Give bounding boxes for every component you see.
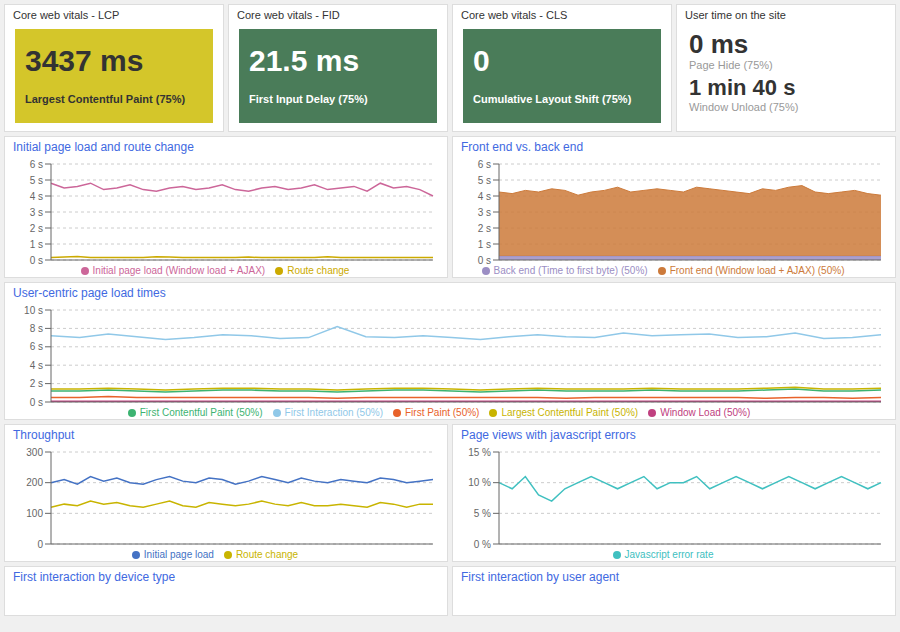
html-text:21.5 ms: 21.5 ms: [249, 44, 360, 77]
html-text:0: 0: [473, 44, 490, 77]
svg-text:0 s: 0 s: [30, 397, 43, 408]
svg-text:300: 300: [26, 447, 43, 458]
html-text:Core web vitals - CLS: Core web vitals - CLS: [461, 9, 568, 21]
html-text:Route change: Route change: [235, 549, 299, 560]
svg-text:4 s: 4 s: [478, 191, 491, 202]
svg-text:6 s: 6 s: [30, 341, 43, 352]
html-text:First Paint (50%): First Paint (50%): [405, 407, 480, 418]
html-text:Throughput: Throughput: [13, 428, 75, 442]
html-text:Window Load (50%): Window Load (50%): [660, 407, 751, 418]
svg-text:1 s: 1 s: [30, 239, 43, 250]
svg-text:4 s: 4 s: [30, 360, 43, 371]
html-text:Front end vs. back end: Front end vs. back end: [461, 140, 584, 154]
svg-text:5 %: 5 %: [474, 508, 491, 519]
svg-text:0: 0: [37, 539, 43, 550]
svg-text:2 s: 2 s: [478, 223, 491, 234]
html-text:User time on the site: User time on the site: [685, 9, 786, 21]
html-text:Window Unload (75%): Window Unload (75%): [689, 101, 799, 113]
svg-text:8 s: 8 s: [30, 323, 43, 334]
html-text:Initial page load (Window load: Initial page load (Window load + AJAX): [92, 265, 266, 276]
html-text:Core web vitals - FID: Core web vitals - FID: [237, 9, 340, 21]
html-text:Page Hide (75%): Page Hide (75%): [689, 59, 773, 71]
html-text:Core web vitals - LCP: Core web vitals - LCP: [13, 9, 120, 21]
html-text:Javascript error rate: Javascript error rate: [624, 549, 714, 560]
svg-text:2 s: 2 s: [30, 223, 43, 234]
svg-text:3 s: 3 s: [30, 207, 43, 218]
html-text:0 ms: 0 ms: [689, 29, 749, 59]
svg-text:10 %: 10 %: [468, 477, 491, 488]
html-text:User-centric page load times: User-centric page load times: [13, 286, 166, 300]
svg-text:6 s: 6 s: [30, 159, 43, 170]
svg-text:0 %: 0 %: [474, 539, 491, 550]
svg-text:3 s: 3 s: [478, 207, 491, 218]
html-text:Initial page load: Initial page load: [143, 549, 214, 560]
html-text:Largest Contentful Paint (50%): Largest Contentful Paint (50%): [501, 407, 639, 418]
html-text:Initial page load and route ch: Initial page load and route change: [13, 140, 194, 154]
svg-text:10 s: 10 s: [24, 305, 43, 316]
html-text:Front end (Window load + AJAX): Front end (Window load + AJAX) (50%): [669, 265, 845, 276]
html-text:Largest Contentful Paint (75%): Largest Contentful Paint (75%): [25, 93, 186, 105]
html-text:Cumulative Layout Shift (75%): Cumulative Layout Shift (75%): [473, 93, 632, 105]
svg-text:2 s: 2 s: [30, 378, 43, 389]
svg-text:5 s: 5 s: [478, 175, 491, 186]
html-text:First interaction by user agen: First interaction by user agent: [461, 570, 620, 584]
svg-text:6 s: 6 s: [478, 159, 491, 170]
html-text:Back end (Time to first byte): Back end (Time to first byte) (50%): [493, 265, 648, 276]
svg-text:1 s: 1 s: [478, 239, 491, 250]
html-text:3437 ms: 3437 ms: [25, 44, 144, 77]
html-text:First Contentful Paint (50%): First Contentful Paint (50%): [139, 407, 263, 418]
svg-text:0 s: 0 s: [30, 255, 43, 266]
html-text:First Interaction (50%): First Interaction (50%): [284, 407, 383, 418]
svg-text:200: 200: [26, 477, 43, 488]
svg-text:4 s: 4 s: [30, 191, 43, 202]
html-text:First Input Delay (75%): First Input Delay (75%): [249, 93, 368, 105]
svg-text:100: 100: [26, 508, 43, 519]
html-text:1 min 40 s: 1 min 40 s: [689, 75, 796, 100]
svg-text:5 s: 5 s: [30, 175, 43, 186]
html-text:First interaction by device ty: First interaction by device type: [13, 570, 176, 584]
svg-text:0 s: 0 s: [478, 255, 491, 266]
html-text:Page views with javascript err: Page views with javascript errors: [461, 428, 636, 442]
svg-text:15 %: 15 %: [468, 447, 491, 458]
html-text:Route change: Route change: [287, 265, 350, 276]
